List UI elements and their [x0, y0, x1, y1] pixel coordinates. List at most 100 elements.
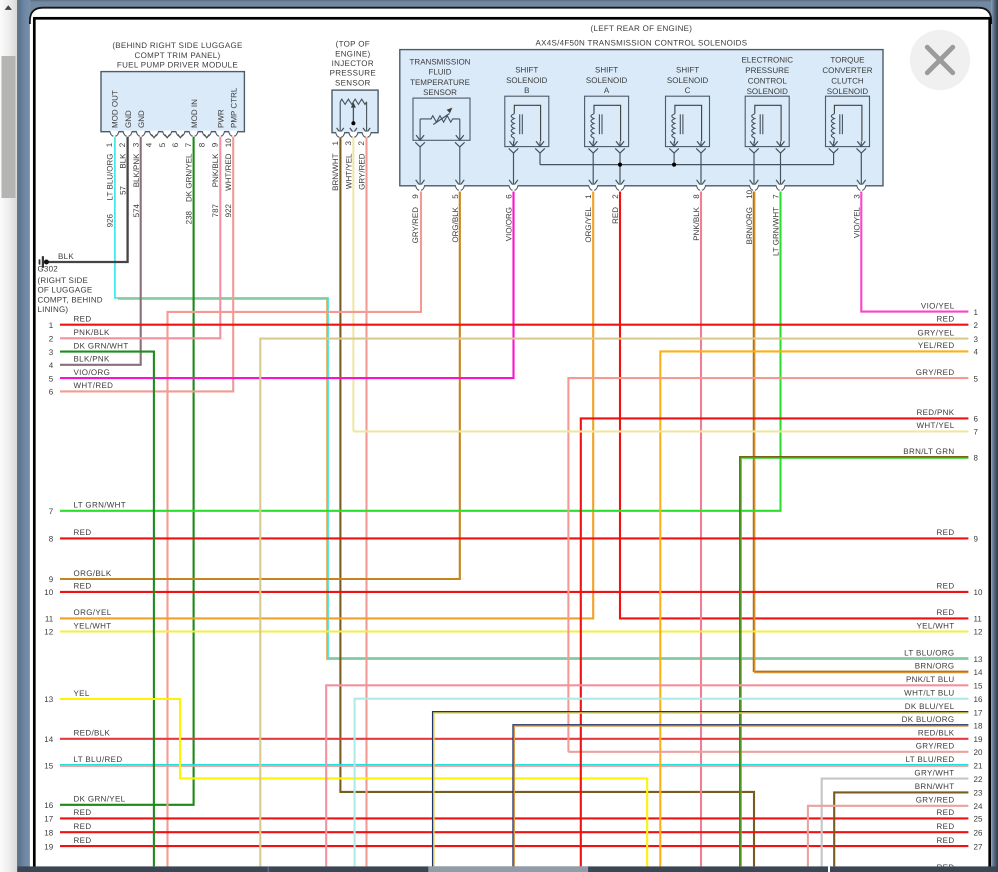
svg-text:ENGINE): ENGINE)	[335, 49, 370, 58]
svg-text:AX4S/4F50N TRANSMISSION CONTRO: AX4S/4F50N TRANSMISSION CONTROL SOLENOID…	[535, 38, 747, 47]
svg-text:COMPT TRIM PANEL): COMPT TRIM PANEL)	[135, 51, 221, 60]
svg-text:12: 12	[44, 628, 53, 637]
svg-text:16: 16	[44, 801, 53, 810]
svg-text:(TOP OF: (TOP OF	[336, 40, 370, 49]
svg-text:17: 17	[974, 709, 983, 718]
svg-text:PNK/LT BLU: PNK/LT BLU	[906, 675, 955, 684]
svg-text:RED: RED	[74, 808, 92, 817]
svg-text:787: 787	[211, 203, 220, 217]
svg-text:PWR: PWR	[216, 109, 225, 128]
svg-text:LT BLU/ORG: LT BLU/ORG	[105, 154, 114, 201]
svg-text:2: 2	[118, 142, 127, 147]
svg-text:RED/PNK: RED/PNK	[916, 408, 954, 417]
svg-text:PRESSURE: PRESSURE	[330, 69, 376, 78]
svg-text:SOLENOID: SOLENOID	[827, 87, 869, 96]
svg-text:VIO/ORG: VIO/ORG	[505, 207, 514, 241]
svg-text:GRY/RED: GRY/RED	[916, 742, 955, 751]
svg-text:RED/BLK: RED/BLK	[74, 729, 111, 738]
svg-text:RED: RED	[937, 315, 955, 324]
svg-text:2: 2	[611, 194, 620, 199]
svg-text:YEL: YEL	[74, 689, 90, 698]
svg-text:SOLENOID: SOLENOID	[667, 76, 709, 85]
svg-text:A: A	[604, 86, 610, 95]
svg-text:11: 11	[45, 615, 54, 624]
svg-text:YEL/RED: YEL/RED	[918, 341, 955, 350]
svg-text:238: 238	[185, 210, 194, 224]
svg-text:FUEL PUMP DRIVER MODULE: FUEL PUMP DRIVER MODULE	[117, 60, 238, 69]
svg-text:BLK/PNK: BLK/PNK	[74, 355, 111, 364]
svg-text:1: 1	[105, 142, 114, 147]
svg-text:G302: G302	[38, 264, 59, 273]
svg-text:18: 18	[974, 722, 983, 731]
svg-text:RED: RED	[937, 608, 955, 617]
svg-text:5: 5	[974, 374, 979, 383]
svg-text:WHT/YEL: WHT/YEL	[344, 153, 353, 189]
svg-text:CONVERTER: CONVERTER	[822, 66, 872, 75]
svg-text:10: 10	[745, 189, 754, 198]
svg-text:WHT/LT BLU: WHT/LT BLU	[904, 689, 954, 698]
svg-text:RED: RED	[937, 808, 955, 817]
svg-text:18: 18	[44, 828, 53, 837]
svg-text:ORG/BLK: ORG/BLK	[74, 569, 112, 578]
svg-text:VIO/YEL: VIO/YEL	[921, 301, 955, 310]
svg-text:INJECTOR: INJECTOR	[332, 59, 374, 68]
svg-text:574: 574	[132, 203, 141, 217]
svg-text:(BEHIND RIGHT SIDE LUGGAGE: (BEHIND RIGHT SIDE LUGGAGE	[112, 41, 242, 50]
svg-text:DK BLU/YEL: DK BLU/YEL	[905, 702, 955, 711]
svg-text:3: 3	[131, 142, 140, 147]
svg-text:RED: RED	[74, 315, 92, 324]
svg-text:5: 5	[158, 142, 167, 147]
svg-text:RED: RED	[611, 207, 620, 224]
svg-text:SOLENOID: SOLENOID	[506, 76, 548, 85]
svg-text:BRN/WHT: BRN/WHT	[331, 153, 340, 190]
svg-text:GRY/RED: GRY/RED	[411, 207, 420, 244]
svg-text:12: 12	[974, 628, 983, 637]
svg-text:GRY/WHT: GRY/WHT	[914, 768, 954, 777]
svg-text:15: 15	[44, 761, 53, 770]
svg-text:8: 8	[197, 142, 206, 147]
svg-text:6: 6	[974, 415, 979, 424]
svg-text:1: 1	[974, 308, 979, 317]
svg-text:1: 1	[331, 141, 340, 146]
svg-text:GND: GND	[137, 110, 146, 128]
svg-text:7: 7	[974, 428, 979, 437]
svg-text:SENSOR: SENSOR	[423, 88, 457, 97]
svg-text:57: 57	[119, 185, 128, 194]
svg-text:GRY/RED: GRY/RED	[916, 368, 955, 377]
svg-text:19: 19	[44, 842, 53, 851]
svg-text:9: 9	[49, 575, 54, 584]
svg-text:BLK/PNK: BLK/PNK	[132, 153, 141, 187]
svg-text:WHT/YEL: WHT/YEL	[916, 421, 954, 430]
svg-text:10: 10	[974, 588, 983, 597]
svg-text:WHT/RED: WHT/RED	[74, 381, 114, 390]
svg-text:DK GRN/WHT: DK GRN/WHT	[74, 341, 129, 350]
svg-text:RED: RED	[937, 528, 955, 537]
svg-text:TEMPERATURE: TEMPERATURE	[410, 78, 470, 87]
svg-text:PNK/BLK: PNK/BLK	[211, 153, 220, 187]
svg-text:6: 6	[171, 142, 180, 147]
svg-text:BRN/WHT: BRN/WHT	[915, 782, 955, 791]
svg-text:BLK: BLK	[58, 252, 74, 261]
svg-text:LT BLU/RED: LT BLU/RED	[74, 755, 123, 764]
svg-text:PRESSURE: PRESSURE	[745, 66, 789, 75]
svg-text:BRN/ORG: BRN/ORG	[745, 207, 754, 244]
svg-text:B: B	[524, 86, 529, 95]
svg-text:MOD IN: MOD IN	[190, 99, 199, 128]
svg-text:7: 7	[49, 507, 54, 516]
svg-text:3: 3	[974, 335, 979, 344]
svg-text:PMP CTRL: PMP CTRL	[230, 87, 239, 128]
svg-text:BRN/LT GRN: BRN/LT GRN	[903, 447, 954, 456]
svg-text:5: 5	[49, 374, 54, 383]
svg-text:DK BLU/ORG: DK BLU/ORG	[902, 715, 955, 724]
svg-text:19: 19	[974, 735, 983, 744]
svg-text:BLK: BLK	[119, 153, 128, 169]
svg-text:PNK/BLK: PNK/BLK	[692, 206, 701, 240]
svg-text:26: 26	[974, 828, 983, 837]
svg-text:6: 6	[49, 388, 54, 397]
svg-text:3: 3	[344, 141, 353, 146]
svg-text:GRY/RED: GRY/RED	[358, 153, 367, 190]
svg-text:3: 3	[852, 194, 861, 199]
svg-text:23: 23	[974, 789, 983, 798]
svg-text:LT GRN/WHT: LT GRN/WHT	[74, 501, 127, 510]
svg-text:17: 17	[44, 815, 53, 824]
